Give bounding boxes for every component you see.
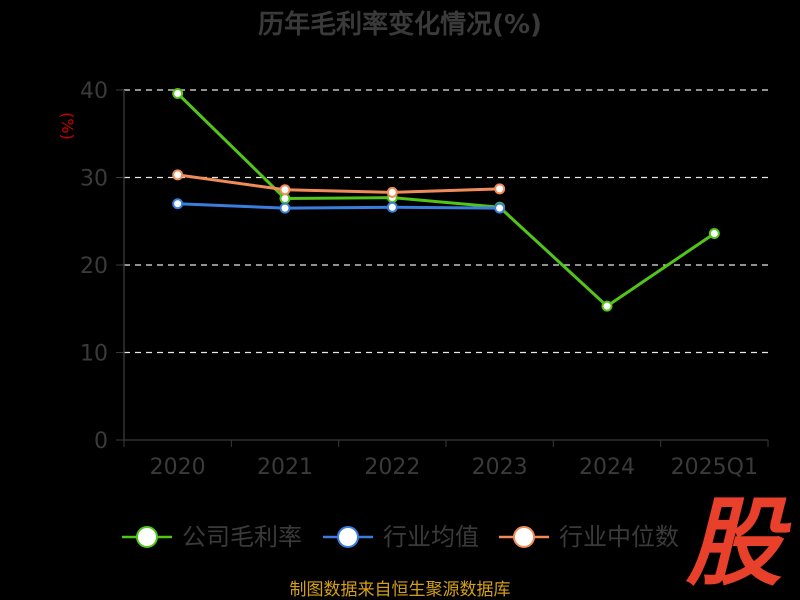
y-tick-label: 40 [80,79,108,104]
legend-item-1[interactable]: 行业均值 [323,523,479,551]
y-tick-labels: 0 10 20 30 40 [80,79,108,454]
axes [116,89,769,447]
series-line-2 [177,173,500,194]
data-point[interactable] [708,228,720,239]
y-tick-label: 10 [80,342,108,367]
legend-label: 行业中位数 [559,523,679,551]
legend-label: 公司毛利率 [182,523,302,551]
legend-label: 行业均值 [383,523,479,551]
legend-item-0[interactable]: 公司毛利率 [122,523,302,551]
logo: 股 [685,487,792,599]
series-line-0 [176,92,716,308]
y-tick-label: 0 [94,429,108,454]
data-point[interactable] [279,193,291,204]
data-point[interactable] [601,300,613,312]
grid-lines [124,89,768,354]
data-point[interactable] [279,184,291,196]
x-tick-label: 2021 [257,455,313,480]
data-point[interactable] [279,202,291,214]
data-point[interactable] [494,183,506,195]
legend-marker [136,526,158,548]
legend-marker [513,526,535,548]
x-tick-label: 2024 [579,455,635,480]
x-tick-label: 2020 [150,455,206,480]
source-text: 制图数据来自恒生聚源数据库 [290,580,511,600]
legend-marker [337,526,359,548]
x-tick-labels: 2020 2021 2022 2023 2024 2025Q1 [150,455,758,480]
x-tick-label: 2023 [472,455,528,480]
data-point[interactable] [386,186,398,198]
x-tick-label: 2025Q1 [671,455,758,480]
series-line-1 [177,202,500,210]
y-axis-label: (%) [58,112,77,140]
data-point[interactable] [386,201,398,213]
legend[interactable]: 公司毛利率 行业均值 行业中位数 [122,523,679,551]
x-tick-label: 2022 [364,455,420,480]
legend-item-2[interactable]: 行业中位数 [499,523,679,551]
series-lines [172,88,720,312]
y-tick-label: 20 [80,254,108,279]
data-point[interactable] [494,202,506,214]
data-point[interactable] [172,169,184,181]
y-tick-label: 30 [80,167,108,192]
data-point[interactable] [172,88,184,99]
data-point[interactable] [172,198,184,210]
chart-title: 历年毛利率变化情况(%) [258,9,542,40]
